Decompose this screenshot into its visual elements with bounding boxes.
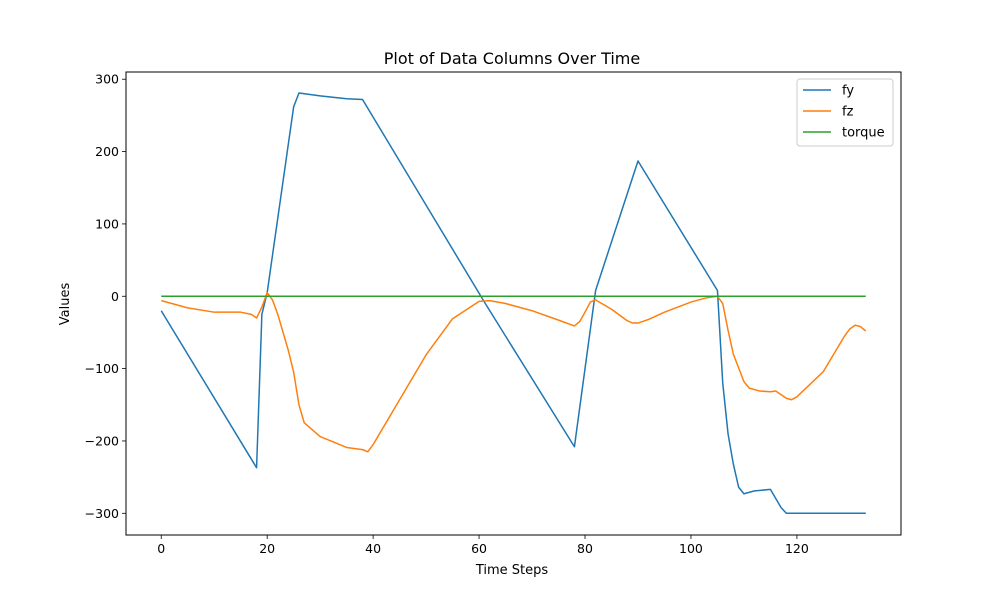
y-axis: −300 −200 −100 0 100 200 300 bbox=[85, 72, 126, 521]
plot-frame bbox=[125, 71, 902, 536]
chart-title: Plot of Data Columns Over Time bbox=[384, 49, 640, 68]
series-layer bbox=[160, 92, 867, 515]
x-tick-label: 20 bbox=[259, 541, 275, 556]
y-axis-title: Values bbox=[58, 283, 73, 326]
legend-label-fz: fz bbox=[842, 105, 854, 120]
y-tick-label: 300 bbox=[95, 72, 119, 87]
y-tick-label: −100 bbox=[85, 361, 119, 376]
x-tick-label: 120 bbox=[785, 541, 809, 556]
y-tick-label: 0 bbox=[111, 289, 119, 304]
x-tick-label: 80 bbox=[577, 541, 593, 556]
x-axis-title: Time Steps bbox=[475, 563, 549, 578]
series-line-fz bbox=[161, 291, 867, 453]
y-tick-label: −300 bbox=[85, 506, 119, 521]
y-tick-label: 200 bbox=[95, 144, 119, 159]
x-tick-label: 60 bbox=[471, 541, 487, 556]
x-tick-label: 40 bbox=[365, 541, 381, 556]
y-tick-label: −200 bbox=[85, 433, 119, 448]
x-tick-label: 0 bbox=[157, 541, 165, 556]
legend-box bbox=[796, 78, 894, 147]
legend-label-torque: torque bbox=[842, 126, 885, 141]
legend-label-fy: fy bbox=[842, 84, 854, 99]
legend: fy fz torque bbox=[796, 78, 894, 147]
x-axis: 0 20 40 60 80 100 120 bbox=[157, 535, 809, 556]
y-tick-label: 100 bbox=[95, 216, 119, 231]
x-tick-label: 100 bbox=[679, 541, 703, 556]
series-line-fy bbox=[160, 92, 866, 515]
